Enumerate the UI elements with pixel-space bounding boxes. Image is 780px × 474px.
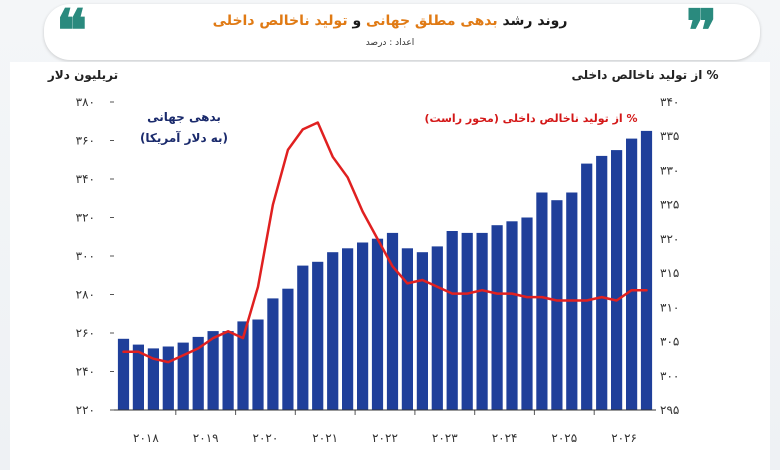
debt-bar [267, 298, 279, 410]
debt-bar [431, 246, 443, 410]
header-card [44, 4, 760, 60]
debt-bar [581, 163, 593, 410]
debt-bar [252, 319, 264, 410]
debt-bar [312, 261, 324, 410]
x-tick-label: ۲۰۲۳ [432, 431, 458, 445]
debt-bar [506, 221, 518, 410]
debt-bar [342, 248, 354, 410]
x-tick-label: ۲۰۲۲ [372, 431, 398, 445]
debt-bar [327, 252, 339, 410]
x-tick-label: ۲۰۲۱ [312, 431, 338, 445]
right-tick-label: ۳۲۵ [660, 198, 679, 212]
left-axis-label: تریلیون دلار [47, 68, 118, 83]
chart-panel: ۳۸۰ ۳۶۰ ۳۴۰ ۳۲۰ ۳۰۰ ۲۸۰ ۲۶۰ ۲۴۰ ۲۲۰ ۳۴۰ ۳۳۵ ۳۳۰ ۳۲۵ ۳… [10, 62, 770, 470]
debt-bar [297, 265, 309, 410]
left-tick-label: ۲۶۰ [76, 326, 95, 340]
x-tick-label: ۲۰۲۵ [551, 431, 577, 445]
x-tick-label: ۲۰۲۶ [611, 431, 637, 445]
title-conjunction: و [352, 13, 362, 29]
debt-bar [476, 232, 488, 410]
debt-bar [222, 331, 234, 410]
right-tick-label: ۳۲۰ [660, 232, 679, 246]
right-tick-label: ۳۳۵ [660, 129, 679, 143]
right-tick-label: ۳۳۰ [660, 163, 679, 177]
left-tick-label: ۳۸۰ [76, 95, 95, 109]
debt-bar [147, 348, 159, 410]
line-legend: % از تولید ناخالص داخلی (محور راست) [424, 112, 637, 125]
line-series [122, 121, 648, 364]
title-prefix: روند رشد [502, 13, 568, 29]
right-tick-label: ۳۱۵ [660, 266, 679, 280]
debt-bar [192, 336, 204, 410]
x-tick-label: ۲۰۱۹ [193, 431, 219, 445]
debt-bar [461, 232, 473, 410]
left-tick-label: ۳۶۰ [76, 134, 95, 148]
bar-series [117, 130, 653, 410]
page-subtitle: اعداد : درصد [365, 38, 415, 48]
left-tick-label: ۲۸۰ [76, 288, 95, 302]
debt-bar [282, 288, 294, 410]
debt-bar [551, 200, 563, 410]
debt-bar [162, 346, 174, 410]
x-tick-label: ۲۰۲۰ [253, 431, 279, 445]
debt-bar [386, 232, 399, 410]
right-tick-label: ۲۹۵ [660, 403, 679, 417]
debt-bar [207, 331, 219, 410]
debt-bar [416, 252, 428, 410]
bar-legend-line2: (به دلار آمریکا) [140, 130, 228, 145]
quote-close-icon: ❞ [686, 0, 718, 65]
right-tick-label: ۳۰۵ [660, 335, 679, 349]
combo-chart: ۳۸۰ ۳۶۰ ۳۴۰ ۳۲۰ ۳۰۰ ۲۸۰ ۲۶۰ ۲۴۰ ۲۲۰ ۳۴۰ ۳۳۵ ۳۳۰ ۳۲۵ ۳… [47, 68, 719, 445]
left-tick-label: ۳۲۰ [76, 211, 95, 225]
debt-bar [371, 238, 384, 410]
right-tick-label: ۳۱۰ [660, 300, 679, 314]
axis-ticks: ۳۸۰ ۳۶۰ ۳۴۰ ۳۲۰ ۳۰۰ ۲۸۰ ۲۶۰ ۲۴۰ ۲۲۰ ۳۴۰ ۳۳۵ ۳۳۰ ۳۲۵ ۳… [76, 95, 680, 445]
debt-bar [626, 138, 638, 410]
left-tick-label: ۳۴۰ [76, 172, 95, 186]
debt-bar [536, 192, 548, 410]
x-tick-label: ۲۰۲۴ [492, 431, 518, 445]
quote-open-icon: ❝ [56, 0, 88, 65]
page-title: روند رشد بدهی مطلق جهانی و تولید ناخالص … [150, 13, 630, 29]
debt-bar [132, 344, 144, 410]
debt-bar [446, 231, 458, 410]
debt-bar [357, 242, 369, 410]
debt-bar [117, 338, 130, 410]
debt-bar [491, 225, 503, 410]
debt-bar [237, 321, 249, 410]
debt-bar [521, 217, 533, 410]
title-highlight-debt: بدهی مطلق جهانی [366, 13, 498, 29]
x-tick-label: ۲۰۱۸ [133, 431, 159, 445]
debt-bar [177, 342, 189, 410]
left-tick-label: ۲۲۰ [76, 403, 95, 417]
debt-bar [401, 248, 413, 410]
debt-bar [640, 130, 653, 410]
bar-legend-line1: بدهی جهانی [147, 110, 221, 124]
left-tick-label: ۲۴۰ [76, 365, 95, 379]
left-tick-label: ۳۰۰ [76, 249, 95, 263]
title-highlight-gdp: تولید ناخالص داخلی [212, 13, 348, 29]
right-axis-label: % از تولید ناخالص داخلی [571, 68, 718, 83]
debt-bar [611, 150, 623, 410]
right-tick-label: ۳۰۰ [660, 369, 679, 383]
debt-bar [596, 155, 608, 410]
right-tick-label: ۳۴۰ [660, 95, 679, 109]
